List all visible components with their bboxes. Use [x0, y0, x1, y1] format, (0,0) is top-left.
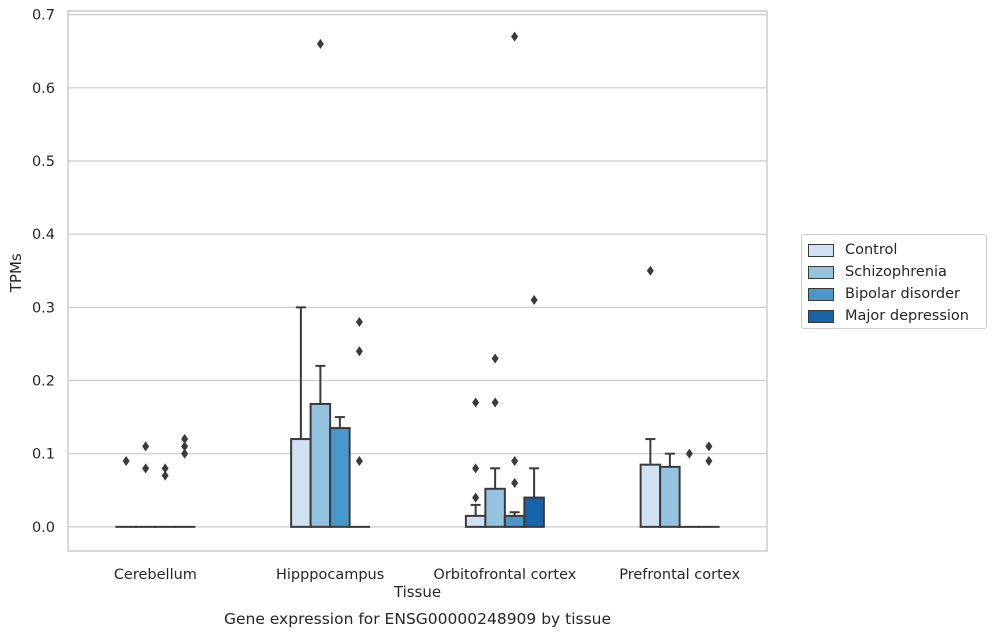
bar-control [639, 463, 662, 528]
bar-control [464, 514, 487, 528]
legend-swatch-schizophrenia [808, 265, 834, 279]
legend-label-major-depression: Major depression [845, 308, 969, 324]
y-tick-label: 0.7 [32, 8, 55, 24]
legend-item-control: Control [808, 239, 986, 261]
x-tick-label: Orbitofrontal cortex [433, 567, 576, 583]
outlier-major-depression [355, 316, 363, 327]
legend-swatch-control [808, 243, 834, 257]
outlier-major-depression [705, 441, 713, 452]
outlier-major-depression [705, 456, 713, 466]
bar-schizophrenia [309, 402, 332, 528]
outlier-bipolar-disorder [161, 470, 169, 481]
legend-label-bipolar-disorder: Bipolar disorder [845, 286, 960, 302]
outlier-schizophrenia [142, 463, 150, 474]
outlier-major-depression [181, 441, 189, 452]
x-tick-label: Prefrontal cortex [619, 567, 740, 583]
outlier-major-depression [530, 295, 538, 306]
x-tick-label: Cerebellum [114, 567, 197, 583]
outlier-bipolar-disorder [685, 448, 693, 459]
x-tick-label: Hipppocampus [276, 567, 384, 583]
legend-label-schizophrenia: Schizophrenia [845, 264, 947, 280]
y-axis-label: TPMs [7, 253, 25, 293]
legend-item-major-depression: Major depression [808, 305, 986, 327]
bar-major-depression [523, 496, 545, 528]
chart-caption: Gene expression for ENSG00000248909 by t… [223, 610, 612, 628]
bar-schizophrenia [659, 465, 681, 528]
outlier-bipolar-disorder [511, 477, 519, 488]
y-tick-label: 0.5 [32, 154, 55, 170]
outlier-bipolar-disorder [511, 31, 519, 42]
outlier-control [472, 463, 480, 474]
legend-item-bipolar-disorder: Bipolar disorder [808, 283, 986, 305]
bar-bipolar-disorder [503, 514, 526, 528]
plot-frame [67, 10, 768, 552]
outlier-control [646, 265, 654, 276]
outlier-bipolar-disorder [161, 463, 169, 474]
outlier-major-depression [181, 434, 189, 445]
bar-bipolar-disorder [329, 427, 351, 528]
y-tick-label: 0.1 [32, 447, 55, 463]
outlier-bipolar-disorder [511, 456, 519, 466]
outlier-schizophrenia [491, 397, 499, 408]
outlier-control [472, 492, 480, 503]
chart-legend: Control Schizophrenia Bipolar disorder M… [801, 234, 987, 329]
outlier-control [122, 456, 130, 466]
y-tick-label: 0.2 [32, 374, 55, 390]
outlier-major-depression [355, 456, 363, 466]
x-axis-label: Tissue [393, 583, 442, 601]
y-tick-label: 0.4 [32, 227, 55, 243]
y-tick-label: 0.6 [32, 81, 55, 97]
legend-swatch-bipolar-disorder [808, 287, 834, 301]
outlier-schizophrenia [316, 38, 324, 49]
outlier-major-depression [355, 346, 363, 357]
outlier-schizophrenia [142, 441, 150, 452]
bar-schizophrenia [484, 487, 506, 528]
bar-control [290, 438, 312, 528]
legend-swatch-major-depression [808, 309, 834, 323]
y-tick-label: 0.3 [32, 300, 55, 316]
outlier-major-depression [181, 448, 189, 459]
legend-label-control: Control [845, 242, 898, 258]
legend-item-schizophrenia: Schizophrenia [808, 261, 986, 283]
outlier-control [472, 397, 480, 408]
outlier-schizophrenia [491, 353, 499, 364]
y-tick-label: 0.0 [32, 520, 55, 536]
